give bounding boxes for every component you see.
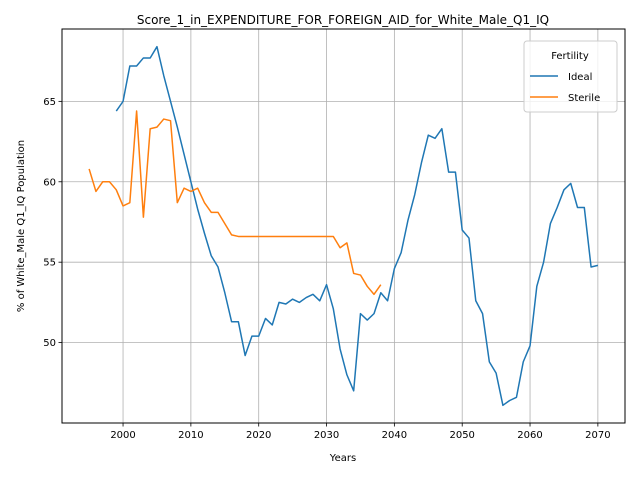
chart-title: Score_1_in_EXPENDITURE_FOR_FOREIGN_AID_f… [137, 13, 549, 27]
y-ticks: 50 55 60 65 [43, 97, 62, 349]
x-axis-label: Years [329, 453, 356, 464]
series-line-sterile [88, 110, 382, 296]
x-tick-label: 2060 [517, 430, 542, 441]
x-tick-label: 2010 [178, 430, 203, 441]
series-line-ideal [115, 45, 599, 407]
y-axis-label: % of White_Male Q1_IQ Population [16, 140, 27, 312]
y-tick-label: 50 [43, 338, 56, 349]
y-tick-label: 55 [43, 258, 56, 269]
y-tick-label: 60 [43, 177, 56, 188]
x-tick-label: 2040 [382, 430, 407, 441]
x-tick-label: 2070 [585, 430, 610, 441]
x-tick-label: 2030 [314, 430, 339, 441]
legend-box [523, 40, 618, 113]
legend: Fertility Ideal Sterile [523, 40, 618, 113]
legend-title: Fertility [551, 51, 589, 62]
plot-frame [61, 28, 626, 424]
x-ticks: 2000 2010 2020 2030 2040 2050 2060 2070 [110, 423, 611, 441]
legend-label-sterile: Sterile [568, 93, 600, 104]
x-tick-label: 2050 [449, 430, 474, 441]
legend-label-ideal: Ideal [568, 72, 592, 83]
series-lines [88, 45, 599, 407]
y-tick-label: 65 [43, 97, 56, 108]
x-tick-label: 2020 [246, 430, 271, 441]
x-tick-label: 2000 [110, 430, 135, 441]
